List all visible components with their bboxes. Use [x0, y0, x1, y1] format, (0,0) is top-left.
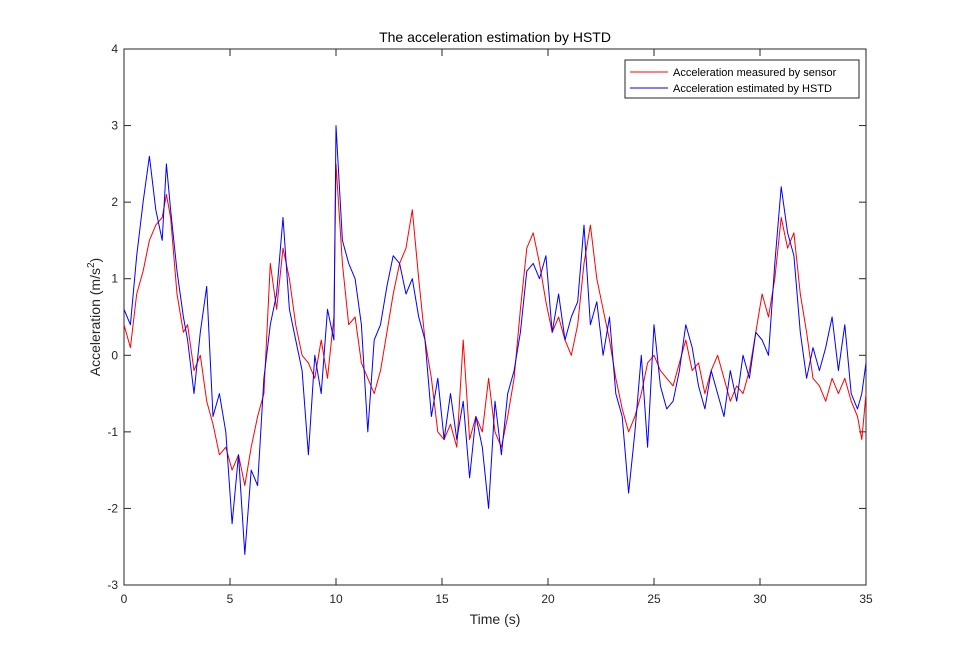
y-tick-label: 1	[111, 272, 118, 286]
legend-label-hstd: Acceleration estimated by HSTD	[673, 83, 832, 95]
series-line-sensor	[123, 163, 867, 486]
x-tick-label: 35	[859, 592, 873, 606]
x-tick-label: 15	[435, 592, 449, 606]
x-tick-label: 0	[121, 592, 128, 606]
x-tick-label: 5	[227, 592, 234, 606]
y-axis-label: Acceleration (m/s2)	[86, 258, 103, 376]
y-tick-label: -3	[107, 578, 118, 592]
legend-box	[624, 59, 860, 99]
chart-title: The acceleration estimation by HSTD	[379, 29, 611, 45]
legend: Acceleration measured by sensor Accelera…	[624, 59, 860, 99]
axis-ticks: 0 5 10 15 20 25 30 35 -3 -2 -1 0 1 2 3 4	[107, 42, 873, 606]
y-tick-label: 4	[111, 42, 118, 56]
series-layer	[123, 125, 867, 555]
y-tick-label: 0	[111, 348, 118, 362]
x-tick-label: 10	[329, 592, 343, 606]
y-tick-label: -2	[107, 501, 118, 515]
legend-label-sensor: Acceleration measured by sensor	[673, 67, 837, 79]
y-tick-label: 2	[111, 195, 118, 209]
x-tick-label: 30	[753, 592, 767, 606]
x-axis-label: Time (s)	[470, 611, 521, 627]
series-line-hstd	[123, 125, 867, 555]
y-tick-label: -1	[107, 425, 118, 439]
y-tick-label: 3	[111, 119, 118, 133]
x-tick-label: 20	[541, 592, 555, 606]
plot-area	[123, 48, 867, 586]
x-tick-label: 25	[647, 592, 661, 606]
